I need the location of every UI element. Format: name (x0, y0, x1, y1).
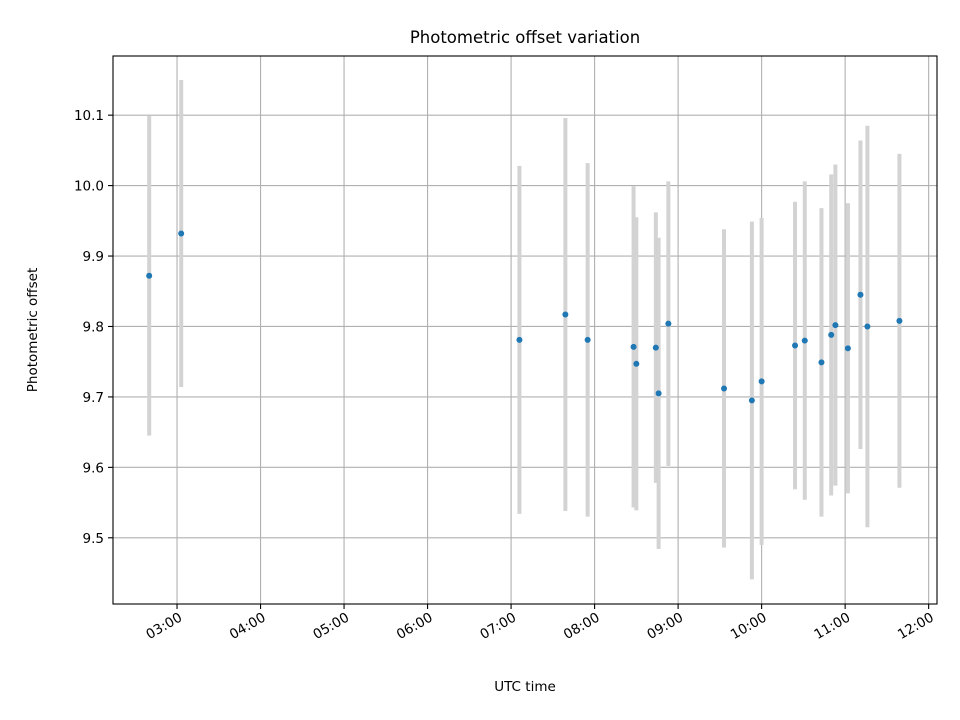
x-tick-label: 11:00 (811, 610, 853, 643)
data-point (584, 336, 591, 343)
data-point (792, 342, 799, 349)
axes-frame (112, 55, 938, 605)
x-axis-label: UTC time (494, 679, 556, 695)
y-axis-ticks: 9.5 9.6 9.7 9.8 9.9 10.0 10.1 (74, 108, 113, 547)
data-point (178, 230, 185, 237)
y-tick-label: 10.1 (74, 108, 104, 124)
data-point (857, 291, 864, 298)
x-tick-label: 05:00 (310, 610, 352, 643)
error-bars (147, 79, 902, 580)
y-tick-label: 9.5 (83, 531, 104, 547)
x-tick-label: 08:00 (561, 610, 603, 643)
data-point (748, 397, 755, 404)
data-point (630, 343, 637, 350)
grid (113, 56, 937, 604)
x-tick-label: 06:00 (394, 610, 436, 643)
y-tick-label: 9.7 (83, 390, 104, 406)
data-point (516, 336, 523, 343)
x-tick-label: 09:00 (644, 610, 686, 643)
data-point (758, 378, 765, 385)
data-point (801, 337, 808, 344)
data-point (832, 322, 839, 329)
x-tick-label: 07:00 (477, 610, 519, 643)
x-tick-label: 04:00 (227, 610, 269, 643)
data-point (864, 323, 871, 330)
x-tick-label: 03:00 (143, 610, 185, 643)
chart-title: Photometric offset variation (410, 28, 640, 47)
data-point (652, 344, 659, 351)
y-tick-label: 9.8 (83, 319, 104, 335)
data-point (665, 320, 672, 327)
x-axis-ticks: 03:00 04:00 05:00 06:00 07:00 08:00 09:00 10:00… (143, 604, 937, 643)
data-point (562, 311, 569, 318)
data-point (146, 272, 153, 279)
data-point (896, 317, 903, 324)
y-axis-label: Photometric offset (25, 268, 41, 392)
x-tick-label: 12:00 (895, 610, 937, 643)
data-point (828, 331, 835, 338)
data-point (655, 390, 662, 397)
data-point (633, 360, 640, 367)
data-point (844, 345, 851, 352)
data-point (721, 385, 728, 392)
y-tick-label: 9.6 (83, 460, 104, 476)
x-tick-label: 10:00 (728, 610, 770, 643)
y-tick-label: 9.9 (83, 249, 104, 265)
y-tick-label: 10.0 (74, 179, 104, 195)
data-point (818, 359, 825, 366)
data-points (146, 230, 903, 404)
